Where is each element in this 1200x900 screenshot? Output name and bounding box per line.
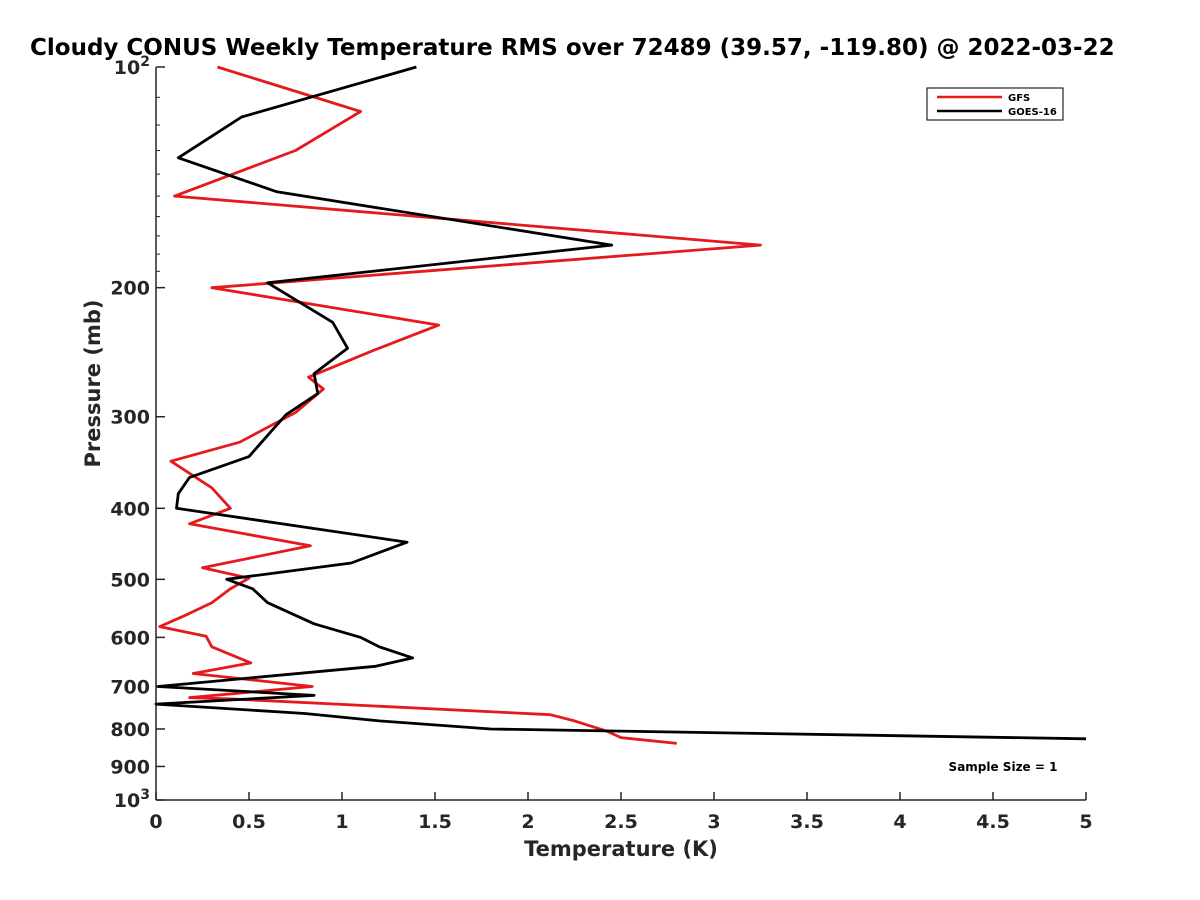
series-line-gfs	[158, 65, 762, 745]
series-line-goes-16	[154, 65, 1087, 741]
x-tick-label: 2	[521, 811, 534, 833]
x-tick-label: 1	[335, 811, 348, 833]
x-tick-labels: 0 0.5 1 1.5 2 2.5 3 3.5 4 4.5 5	[149, 811, 1092, 833]
x-tick-label: 4.5	[976, 811, 1010, 833]
y-axis-label: Pressure (mb)	[81, 300, 105, 468]
legend-box	[926, 87, 1064, 121]
legend-entry: GFS	[1008, 93, 1030, 104]
sample-size-annotation: Sample Size = 1	[949, 760, 1058, 774]
plot-frame	[156, 67, 1086, 800]
axis-ticks	[155, 66, 1087, 801]
x-tick-label: 2.5	[604, 811, 638, 833]
y-tick-label: 500	[110, 569, 150, 591]
y-tick-label: 200	[110, 278, 150, 300]
legend: GFS GOES-16	[926, 87, 1064, 121]
y-tick-label: 103	[114, 787, 150, 812]
series-lines	[154, 65, 1087, 745]
x-tick-label: 4	[893, 811, 906, 833]
y-tick-label: 900	[110, 756, 150, 778]
x-tick-label: 3	[707, 811, 720, 833]
chart-title: Cloudy CONUS Weekly Temperature RMS over…	[30, 35, 1115, 61]
y-tick-label: 800	[110, 719, 150, 741]
x-tick-label: 3.5	[790, 811, 824, 833]
x-tick-label: 5	[1079, 811, 1092, 833]
y-tick-label: 400	[110, 498, 150, 520]
y-tick-label: 102	[114, 54, 150, 79]
x-tick-label: 0	[149, 811, 162, 833]
y-tick-labels: 102 200 300 400 500 600 700 800 900 103	[110, 54, 150, 812]
y-tick-label: 600	[110, 627, 150, 649]
x-tick-label: 1.5	[418, 811, 452, 833]
x-axis-label: Temperature (K)	[524, 837, 718, 861]
y-tick-label: 300	[110, 407, 150, 429]
legend-entry: GOES-16	[1008, 107, 1057, 118]
y-tick-label: 700	[110, 676, 150, 698]
x-tick-label: 0.5	[232, 811, 266, 833]
